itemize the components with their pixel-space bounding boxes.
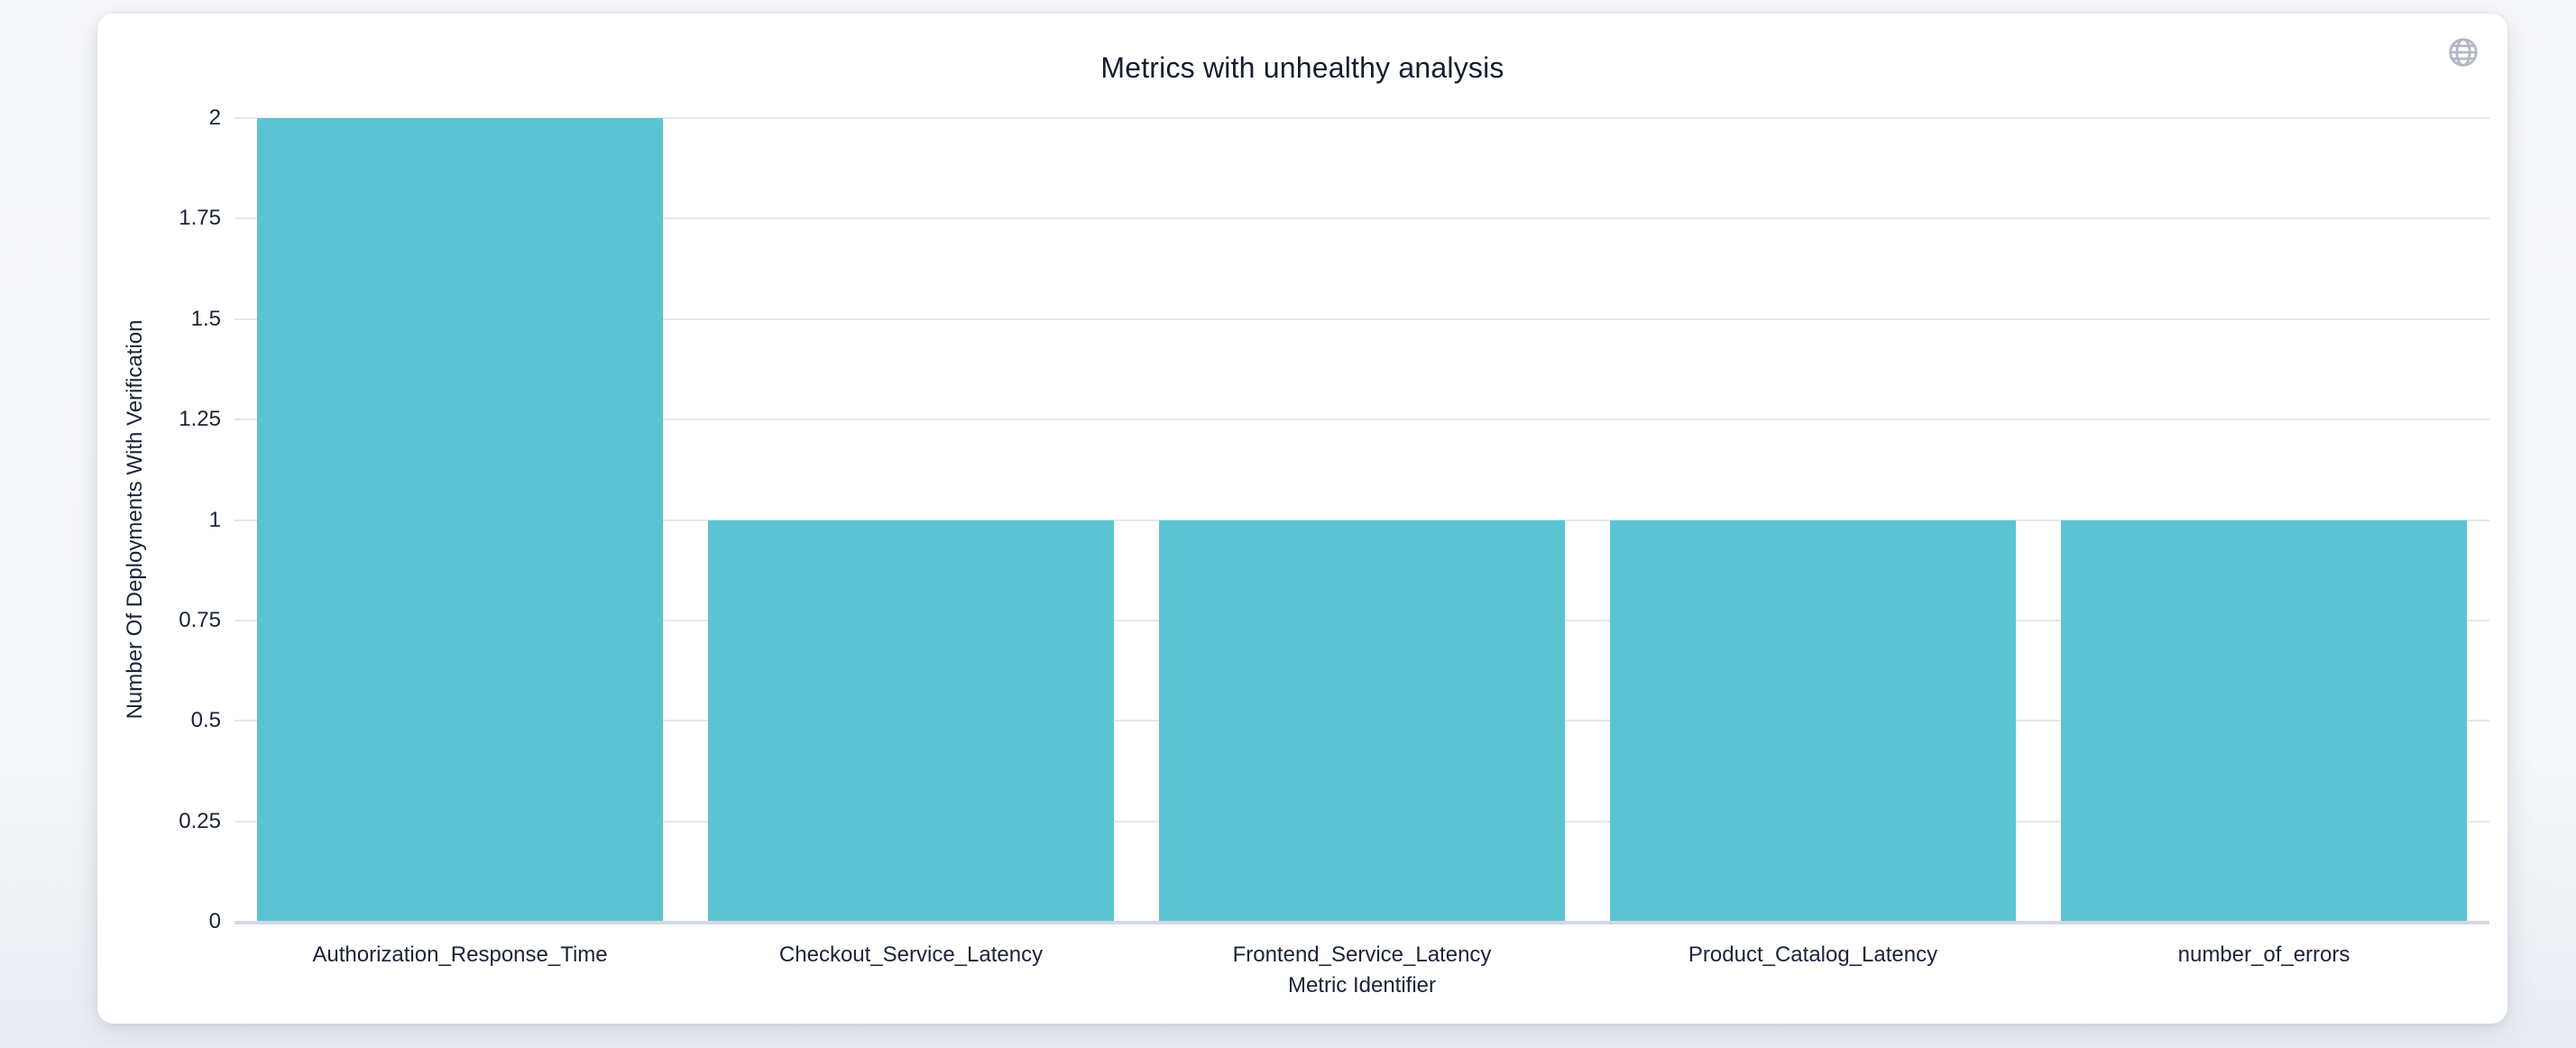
x-axis-labels: Authorization_Response_Time Checkout_Serv… xyxy=(235,942,2489,971)
y-tick-label: 1.75 xyxy=(179,206,221,231)
bar-Product_Catalog_Latency[interactable] xyxy=(1610,519,2016,922)
y-tick-label: 1.5 xyxy=(190,306,221,331)
y-tick-label: 0.5 xyxy=(190,708,221,733)
globe-icon[interactable] xyxy=(2444,33,2482,71)
y-axis-labels: 0 0.25 0.5 0.75 1 1.25 1.5 1.75 2 xyxy=(97,106,221,933)
x-axis-line xyxy=(235,921,2489,924)
bar-Frontend_Service_Latency[interactable] xyxy=(1159,519,1565,922)
gridline xyxy=(235,217,2489,220)
chart-title: Metrics with unhealthy analysis xyxy=(1100,51,1504,84)
y-tick-label: 0 xyxy=(208,909,221,933)
bar-number_of_errors[interactable] xyxy=(2061,519,2467,922)
x-tick-label: Authorization_Response_Time xyxy=(312,942,608,967)
plot-area xyxy=(235,117,2489,924)
gridline xyxy=(235,117,2489,119)
x-tick-label: Product_Catalog_Latency xyxy=(1688,942,1938,967)
x-axis-title: Metric Identifier xyxy=(1287,973,1437,997)
bar-Checkout_Service_Latency[interactable] xyxy=(708,519,1114,922)
x-tick-label: Checkout_Service_Latency xyxy=(778,942,1044,967)
y-tick-label: 0.25 xyxy=(179,808,221,833)
y-tick-label: 0.75 xyxy=(179,607,221,632)
chart-card: Metrics with unhealthy analysis Number O… xyxy=(97,14,2507,1024)
bar-Authorization_Response_Time[interactable] xyxy=(257,118,663,922)
y-tick-label: 2 xyxy=(208,106,221,130)
gridline xyxy=(235,317,2489,320)
gridline xyxy=(235,418,2489,421)
y-tick-label: 1.25 xyxy=(179,407,221,432)
y-tick-label: 1 xyxy=(208,507,221,532)
x-tick-label: Frontend_Service_Latency xyxy=(1232,942,1492,967)
x-tick-label: number_of_errors xyxy=(2177,942,2351,967)
